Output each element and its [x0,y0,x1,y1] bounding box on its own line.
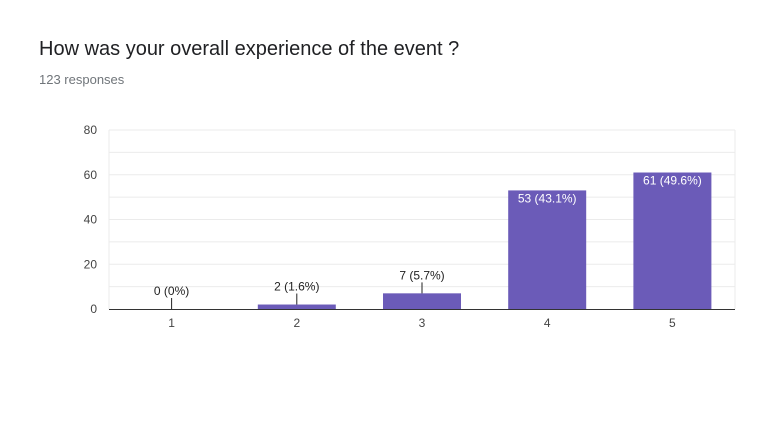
chart-axes: 0 20 40 60 80 1 2 3 4 5 [84,123,735,330]
x-tick-label: 5 [669,316,676,330]
bar-3 [383,293,461,309]
bar-data-label: 53 (43.1%) [518,191,577,205]
bar-data-label: 2 (1.6%) [274,280,319,294]
bar-data-label: 61 (49.6%) [643,174,702,188]
chart-data-labels: 0 (0%) 2 (1.6%) 7 (5.7%) 53 (43.1%) 61 (49.6… [154,174,702,309]
response-count: 123 responses [39,72,125,87]
x-tick-label: 4 [544,316,551,330]
bar-2 [257,304,336,309]
x-tick-label: 1 [168,316,175,330]
y-tick-label: 60 [84,168,98,182]
bar-4 [508,190,587,309]
chart-bars [257,172,712,309]
y-tick-label: 80 [84,123,98,137]
bar-data-label: 7 (5.7%) [399,268,444,282]
y-tick-label: 0 [90,302,97,316]
x-tick-label: 2 [293,316,300,330]
x-tick-label: 3 [419,316,426,330]
chart-gridlines [108,129,736,309]
y-tick-label: 20 [84,257,98,271]
y-tick-label: 40 [84,213,98,227]
question-title: How was your overall experience of the e… [39,38,460,60]
bar-data-label: 0 (0%) [154,284,189,298]
bar-5 [633,172,712,309]
